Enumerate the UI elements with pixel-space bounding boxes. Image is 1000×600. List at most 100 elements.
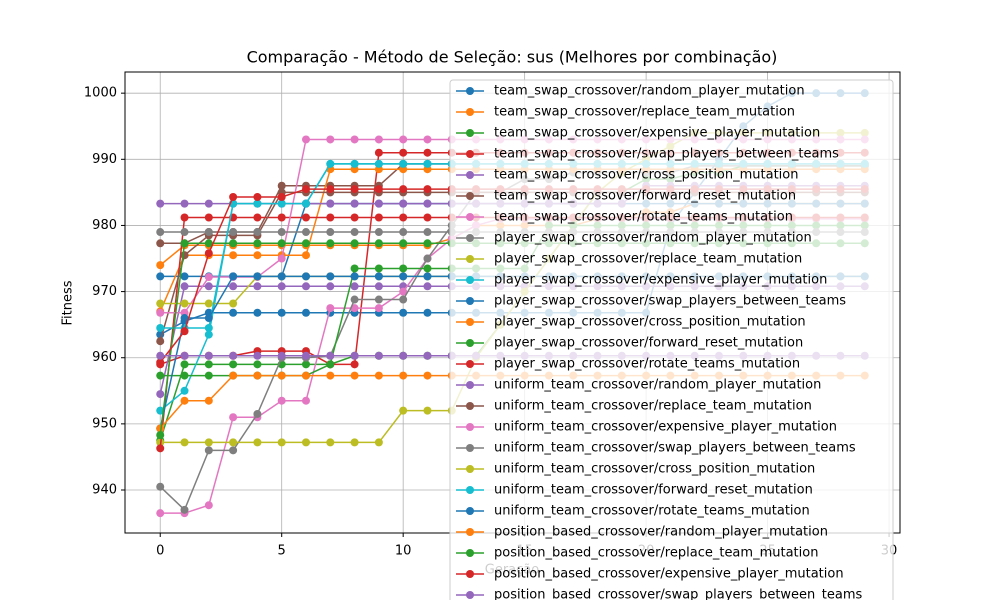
data-point — [326, 239, 335, 248]
legend-marker — [466, 486, 474, 494]
data-point — [326, 360, 335, 369]
legend-marker — [466, 171, 474, 179]
data-point — [350, 438, 359, 447]
legend-label: position_based_crossover/replace_team_mu… — [494, 546, 818, 561]
data-point — [204, 330, 213, 339]
legend-label: uniform_team_crossover/replace_team_muta… — [494, 399, 812, 414]
data-point — [253, 199, 262, 208]
data-point — [277, 199, 286, 208]
data-point — [374, 304, 383, 313]
data-point — [399, 148, 408, 157]
data-point — [423, 254, 432, 263]
data-point — [374, 438, 383, 447]
legend-marker — [466, 444, 474, 452]
legend-label: player_swap_crossover/cross_position_mut… — [494, 315, 806, 330]
legend-marker — [466, 339, 474, 347]
data-point — [204, 239, 213, 248]
data-point — [301, 272, 310, 281]
data-point — [399, 272, 408, 281]
legend-marker — [466, 402, 474, 410]
data-point — [229, 413, 238, 422]
data-point — [229, 446, 238, 455]
data-point — [423, 135, 432, 144]
legend-label: uniform_team_crossover/expensive_player_… — [494, 420, 837, 435]
data-point — [374, 228, 383, 237]
data-point — [180, 272, 189, 281]
data-point — [180, 371, 189, 380]
legend-label: uniform_team_crossover/forward_reset_mut… — [494, 483, 813, 498]
data-point — [301, 371, 310, 380]
data-point — [277, 396, 286, 405]
data-point — [301, 251, 310, 260]
data-point — [204, 249, 213, 258]
data-point — [229, 272, 238, 281]
legend-label: team_swap_crossover/expensive_player_mut… — [494, 126, 820, 141]
data-point — [423, 371, 432, 380]
data-point — [399, 239, 408, 248]
legend-box — [449, 79, 894, 600]
data-point — [253, 251, 262, 260]
data-point — [326, 199, 335, 208]
data-point — [301, 282, 310, 291]
data-point — [423, 213, 432, 222]
data-point — [374, 185, 383, 194]
data-point — [277, 438, 286, 447]
data-point — [156, 482, 165, 491]
data-point — [156, 406, 165, 415]
data-point — [229, 228, 238, 237]
data-point — [180, 505, 189, 514]
data-point — [374, 199, 383, 208]
data-point — [399, 295, 408, 304]
data-point — [180, 314, 189, 323]
data-point — [253, 193, 262, 202]
data-point — [180, 228, 189, 237]
data-point — [156, 199, 165, 208]
data-point — [156, 323, 165, 332]
data-point — [277, 282, 286, 291]
data-point — [204, 323, 213, 332]
data-point — [301, 438, 310, 447]
data-point — [399, 308, 408, 317]
legend-label: player_swap_crossover/forward_reset_muta… — [494, 336, 803, 351]
data-point — [156, 299, 165, 308]
data-point — [156, 371, 165, 380]
legend-label: player_swap_crossover/expensive_player_m… — [494, 273, 827, 288]
data-point — [423, 148, 432, 157]
data-point — [350, 159, 359, 168]
y-tick-label: 960 — [92, 350, 117, 365]
data-point — [229, 438, 238, 447]
data-point — [374, 135, 383, 144]
data-point — [326, 304, 335, 313]
legend-marker — [466, 276, 474, 284]
legend-marker — [466, 318, 474, 326]
data-point — [277, 351, 286, 360]
data-point — [229, 282, 238, 291]
legend-label: player_swap_crossover/rotate_teams_mutat… — [494, 357, 800, 372]
legend-marker — [466, 108, 474, 116]
data-point — [326, 272, 335, 281]
data-point — [423, 264, 432, 273]
data-point — [374, 239, 383, 248]
y-tick-label: 940 — [92, 483, 117, 498]
data-point — [350, 213, 359, 222]
data-point — [180, 396, 189, 405]
data-point — [204, 199, 213, 208]
legend-marker — [466, 591, 474, 599]
legend-marker — [466, 297, 474, 305]
data-point — [253, 438, 262, 447]
data-point — [204, 438, 213, 447]
y-axis-label: Fitness — [61, 280, 76, 325]
legend-marker — [466, 528, 474, 536]
legend-label: team_swap_crossover/random_player_mutati… — [494, 84, 805, 99]
data-point — [301, 308, 310, 317]
data-point — [399, 228, 408, 237]
legend-marker — [466, 129, 474, 137]
data-point — [229, 193, 238, 202]
legend-label: player_swap_crossover/random_player_muta… — [494, 231, 812, 246]
data-point — [350, 304, 359, 313]
data-point — [229, 360, 238, 369]
legend-label: team_swap_crossover/swap_players_between… — [494, 147, 839, 162]
data-point — [229, 351, 238, 360]
data-point — [277, 193, 286, 202]
